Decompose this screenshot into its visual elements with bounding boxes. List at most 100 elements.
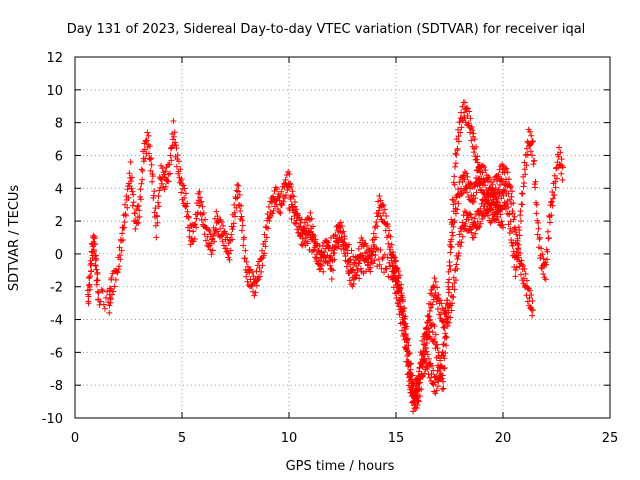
data-point <box>451 217 458 224</box>
data-point <box>392 258 399 265</box>
data-point <box>283 171 290 178</box>
data-point <box>250 288 257 295</box>
data-point <box>235 182 242 189</box>
data-point <box>526 287 533 294</box>
data-point <box>108 274 115 281</box>
data-point <box>133 206 140 213</box>
data-point <box>202 216 209 223</box>
data-point <box>180 182 187 189</box>
data-point <box>381 269 388 276</box>
data-point <box>128 178 135 185</box>
data-point <box>218 218 225 225</box>
data-point <box>238 213 245 220</box>
data-point <box>243 273 250 280</box>
data-point <box>298 216 305 223</box>
data-point <box>514 235 521 242</box>
data-point <box>240 242 247 249</box>
data-point <box>341 233 348 240</box>
data-point <box>520 179 527 186</box>
data-point <box>376 193 383 200</box>
data-point <box>334 227 341 234</box>
data-point <box>270 193 277 200</box>
data-point <box>552 184 559 191</box>
data-point <box>549 202 556 209</box>
data-point <box>134 219 141 226</box>
data-point <box>202 237 209 244</box>
data-point <box>290 207 297 214</box>
data-point <box>559 162 566 169</box>
data-point <box>558 156 565 163</box>
data-point <box>482 182 489 189</box>
data-point <box>495 219 502 226</box>
data-point <box>379 201 386 208</box>
data-point <box>372 252 379 259</box>
data-point <box>345 241 352 248</box>
y-axis-title: SDTVAR / TECUs <box>7 185 22 292</box>
data-point <box>520 262 527 269</box>
data-point <box>515 241 522 248</box>
data-point <box>276 209 283 216</box>
y-tick-label: -8 <box>50 379 63 394</box>
data-point <box>452 198 459 205</box>
data-point <box>410 383 417 390</box>
data-point <box>134 203 141 210</box>
data-point <box>381 251 388 258</box>
data-point <box>434 345 441 352</box>
data-point <box>304 240 311 247</box>
data-point <box>393 264 399 271</box>
data-point <box>274 206 281 213</box>
data-point <box>535 219 542 226</box>
data-point <box>489 185 496 192</box>
data-point <box>288 215 295 222</box>
data-point <box>440 341 447 348</box>
data-point <box>109 291 116 298</box>
data-point <box>363 242 370 249</box>
data-point <box>526 128 533 135</box>
data-point <box>421 348 428 355</box>
data-point <box>161 186 168 193</box>
data-points-layer <box>84 99 566 415</box>
data-point <box>427 360 434 367</box>
data-point <box>315 257 322 264</box>
data-point <box>510 200 517 207</box>
data-point <box>208 251 215 258</box>
data-point <box>467 180 474 187</box>
data-point <box>468 229 475 236</box>
data-point <box>206 227 213 234</box>
data-point <box>450 223 457 230</box>
data-point <box>281 195 288 202</box>
data-point <box>529 312 536 319</box>
data-point <box>318 248 325 255</box>
data-point <box>213 208 220 215</box>
data-point <box>540 255 547 262</box>
data-point <box>497 177 504 184</box>
data-point <box>460 115 467 122</box>
data-point <box>426 313 433 320</box>
data-point <box>396 297 403 304</box>
data-point <box>452 163 459 170</box>
data-point <box>130 199 137 206</box>
data-point <box>283 191 290 198</box>
data-point <box>469 127 476 134</box>
data-point <box>363 268 370 275</box>
x-tick-label: 15 <box>388 431 405 446</box>
data-point <box>155 199 162 206</box>
data-point <box>425 325 432 332</box>
data-point <box>370 241 377 248</box>
data-point <box>451 181 458 188</box>
data-point <box>318 262 325 269</box>
data-point <box>136 213 143 220</box>
data-point <box>552 178 559 185</box>
data-point <box>158 180 165 187</box>
data-point <box>517 217 524 224</box>
data-point <box>343 242 350 249</box>
data-point <box>286 180 293 187</box>
data-point <box>437 309 444 316</box>
data-point <box>316 242 323 249</box>
data-point <box>155 203 162 210</box>
data-point <box>230 220 237 227</box>
data-point <box>91 240 98 247</box>
data-point <box>183 203 190 210</box>
data-point <box>523 277 530 284</box>
data-point <box>374 263 381 270</box>
